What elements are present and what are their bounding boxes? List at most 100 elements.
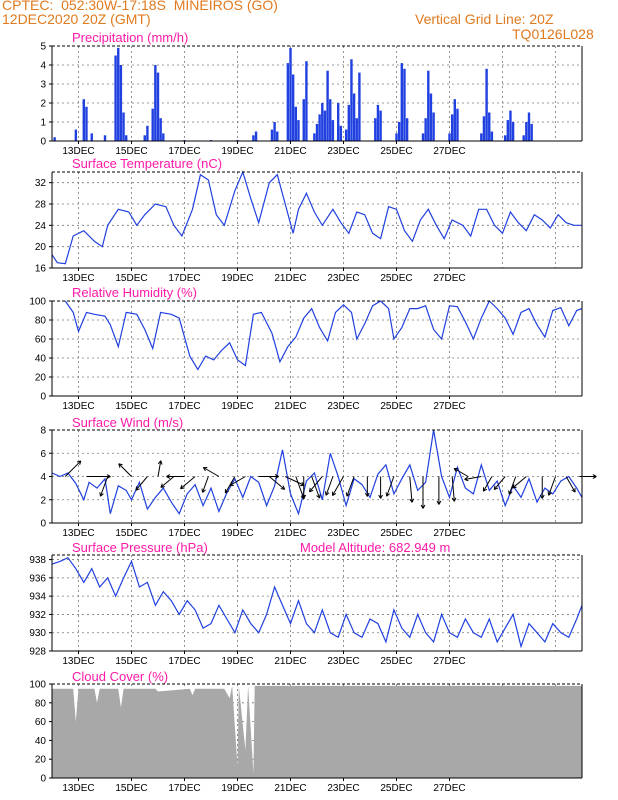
x-tick-label: 17DEC — [168, 783, 200, 794]
precip-bar — [143, 135, 146, 141]
y-tick-label: 0 — [40, 774, 46, 785]
wind-arrow-head — [422, 504, 426, 509]
wind-arrow-head — [280, 488, 285, 490]
cloud-cover-area — [52, 685, 582, 778]
header-date: 12DEC2020 20Z (GMT) — [2, 11, 151, 27]
wind-arrow-head — [274, 474, 279, 477]
precip-bar — [347, 104, 350, 141]
wind-arrow — [386, 476, 395, 497]
panel-title: Relative Humidity (%) — [72, 285, 197, 300]
x-tick-label: 21DEC — [274, 273, 306, 284]
y-tick-label: 0 — [40, 137, 46, 148]
wind-arrow-head — [301, 494, 305, 499]
precip-bar — [400, 63, 403, 141]
wind-arrow-head — [548, 492, 552, 496]
x-tick-label: 19DEC — [221, 273, 253, 284]
x-tick-label: 13DEC — [62, 146, 94, 157]
x-tick-label: 13DEC — [62, 401, 94, 412]
wind-arrow-head — [166, 476, 171, 479]
y-tick-label: 80 — [35, 316, 47, 327]
precip-bar — [352, 93, 356, 141]
wind-arrow — [203, 467, 220, 477]
wind-arrow-head — [282, 485, 286, 490]
wind-arrow-head — [451, 497, 455, 502]
wind-arrow-head — [76, 460, 81, 463]
series-line — [51, 429, 583, 516]
wind-arrow-head — [512, 484, 515, 489]
wind-arrow-head — [512, 486, 517, 489]
wind-arrow — [268, 476, 285, 490]
x-tick-label: 21DEC — [274, 401, 306, 412]
precip-bar — [53, 137, 56, 141]
precip-bar — [294, 106, 297, 141]
wind-arrow — [295, 476, 305, 500]
precip-bar — [103, 135, 107, 141]
x-tick-label: 13DEC — [62, 656, 94, 667]
wind-arrow-head — [303, 494, 307, 499]
x-tick-label: 23DEC — [327, 401, 359, 412]
precip-bar — [403, 68, 406, 141]
precip-bar — [162, 133, 165, 141]
wind-arrow-head — [309, 489, 314, 493]
precip-bar — [291, 74, 295, 141]
wind-arrow-head — [493, 485, 496, 490]
x-tick-label: 17DEC — [168, 146, 200, 157]
wind-arrow-head — [539, 494, 543, 499]
precip-bar — [395, 133, 398, 141]
x-tick-label: 17DEC — [168, 273, 200, 284]
y-tick-label: 928 — [29, 647, 46, 658]
wind-arrow-head — [100, 493, 104, 497]
precip-bar — [480, 133, 483, 141]
wind-arrow-head — [494, 487, 499, 490]
wind-arrow-head — [508, 491, 513, 495]
wind-arrow-head — [541, 494, 545, 499]
wind-arrow — [229, 476, 246, 486]
wind-arrow-head — [135, 486, 138, 491]
panel-title: Surface Temperature (nC) — [72, 156, 222, 171]
wind-arrow-head — [135, 488, 140, 491]
wind-arrow-head — [201, 488, 204, 493]
precip-bar — [286, 63, 290, 141]
x-tick-label: 23DEC — [327, 146, 359, 157]
x-tick-label: 23DEC — [327, 656, 359, 667]
y-tick-label: 1 — [40, 118, 46, 129]
wind-arrow — [409, 476, 413, 503]
precip-bar — [511, 122, 515, 141]
wind-arrow-head — [411, 498, 415, 503]
panel-title: Precipitation (mm/h) — [72, 30, 188, 45]
y-tick-label: 80 — [35, 698, 47, 709]
wind-arrow-head — [592, 474, 597, 477]
wind-arrow-head — [180, 484, 183, 489]
wind-arrow-head — [118, 463, 121, 468]
wind-arrow-head — [225, 490, 230, 494]
x-tick-label: 27DEC — [433, 146, 465, 157]
x-tick-label: 25DEC — [380, 656, 412, 667]
x-tick-label: 19DEC — [221, 528, 253, 539]
pressure-panel — [52, 555, 582, 651]
y-tick-label: 2 — [40, 99, 46, 110]
precip-bar — [252, 135, 255, 141]
x-tick-label: 25DEC — [380, 401, 412, 412]
wind-arrow-head — [453, 497, 457, 502]
x-tick-label: 23DEC — [327, 273, 359, 284]
wind-arrow — [157, 460, 162, 477]
wind-arrow — [180, 476, 196, 490]
precip-bar — [355, 118, 358, 141]
precip-bar — [427, 70, 430, 141]
precip-bar — [122, 112, 125, 141]
wind-arrow-head — [332, 493, 337, 496]
humidity-panel — [52, 301, 582, 396]
y-tick-label: 40 — [35, 736, 47, 747]
model-altitude-label: Model Altitude: 682.949 m — [300, 540, 450, 555]
wind-arrow-head — [464, 476, 468, 480]
wind-arrow-head — [106, 474, 111, 477]
precip-bar — [374, 118, 377, 141]
precip-bar — [376, 104, 380, 141]
wind-arrow — [64, 460, 82, 477]
precip-bar — [488, 112, 491, 141]
wind-arrow-head — [274, 476, 279, 479]
precip-bar — [379, 110, 382, 141]
wind-arrow — [565, 476, 576, 493]
x-tick-label: 27DEC — [433, 401, 465, 412]
x-tick-label: 17DEC — [168, 656, 200, 667]
